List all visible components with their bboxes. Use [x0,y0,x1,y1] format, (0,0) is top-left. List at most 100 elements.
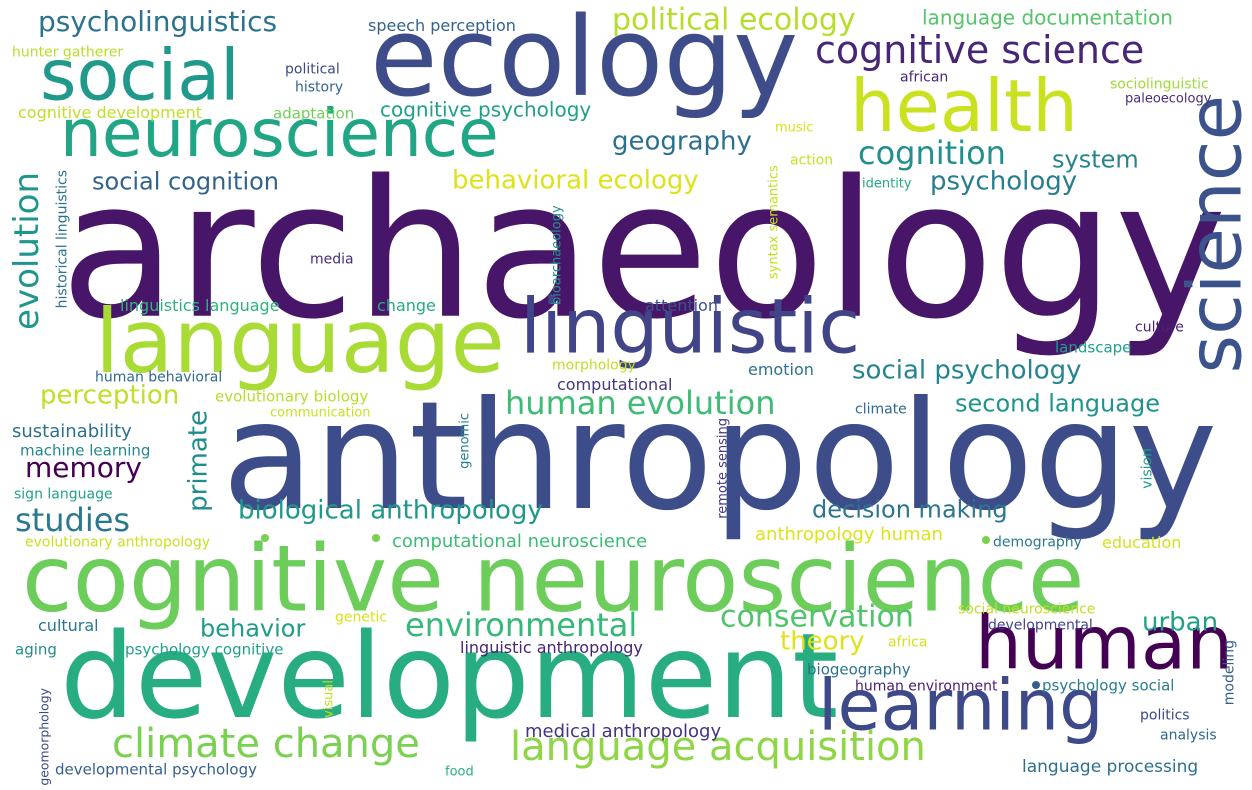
word-historical-linguistics: historical linguistics [54,170,70,308]
word-aging: aging [15,640,57,658]
word-sign-language: sign language [14,486,113,502]
word-biogeography: biogeography [807,660,911,678]
word-cultural: cultural [38,616,99,635]
word-decision-making: decision making [812,496,1008,524]
word-behavioral-ecology: behavioral ecology [452,165,699,195]
word-cognition: cognition [858,134,1006,172]
decorative-dot [261,534,269,542]
word-genetic: genetic [335,609,387,625]
word-ecology: ecology [370,0,798,121]
word-africa: africa [888,634,927,650]
word-sociolinguistic: sociolinguistic [1110,76,1209,92]
word-education: education [1102,533,1181,552]
word-landscape: landscape [1055,338,1131,356]
word-psychology-social: psychology social [1042,676,1174,694]
word-syntax-semantics: syntax semantics [767,165,782,279]
word-politics: politics [1140,707,1190,723]
word-vision: vision [1139,448,1155,489]
word-memory: memory [25,451,142,484]
word-geomorphology: geomorphology [37,688,52,786]
word-emotion: emotion [748,360,814,379]
word-evolution: evolution [7,172,47,330]
word-genomic: genomic [458,413,473,469]
word-remote-sensing: remote sensing [716,418,731,519]
word-paleoecology: paleoecology [1125,92,1212,107]
word-cognitive-development: cognitive development [18,103,202,122]
word-music: music [775,121,813,136]
word-psycholinguistics: psycholinguistics [38,5,277,38]
word-social-neuroscience: social neuroscience [958,601,1095,617]
word-cognitive-science: cognitive science [815,28,1144,72]
word-primate: primate [183,410,213,512]
word-language-acquisition: language acquisition [510,724,926,770]
word-perception: perception [40,380,179,410]
word-visual: visual [322,680,337,718]
word-second-language: second language [955,390,1160,418]
word-demography: demography [993,534,1082,550]
word-geography: geography [612,126,752,156]
decorative-dot [982,536,990,544]
word-language: language [95,290,505,393]
word-evolutionary-anthropology: evolutionary anthropology [25,534,210,550]
word-evolutionary-biology: evolutionary biology [215,387,368,405]
word-health: health [850,64,1078,148]
word-psychology-cognitive: psychology cognitive [125,640,283,658]
word-science: science [1173,95,1252,373]
word-urban: urban [1142,607,1218,637]
word-environmental: environmental [405,606,637,644]
word-theory: theory [780,626,865,656]
word-action: action [790,152,833,168]
word-identity: identity [862,177,912,192]
word-social-psychology: social psychology [852,355,1082,385]
word-developmental-psychology: developmental psychology [55,760,257,778]
word-hunter-gatherer: hunter gatherer [12,44,123,60]
word-medical-anthropology: medical anthropology [525,721,721,742]
word-cognitive-neuroscience: cognitive neuroscience [22,525,1085,632]
word-biological-anthropology: biological anthropology [238,495,543,525]
word-political-ecology: political ecology [612,3,856,38]
word-african: african [900,69,948,85]
word-media: media [310,251,354,267]
word-development: development [60,607,838,745]
word-speech-perception: speech perception [368,16,516,35]
word-computational-neuroscience: computational neuroscience [392,531,647,552]
word-anthropology-human: anthropology human [755,524,943,545]
word-adaptation: adaptation [273,104,354,122]
word-food: food [445,765,474,780]
word-change: change [377,296,436,315]
word-behavior: behavior [200,615,305,643]
word-political: political [285,61,340,77]
word-morphology: morphology [552,357,636,373]
word-language-documentation: language documentation [922,5,1173,29]
word-human-evolution: human evolution [505,384,775,422]
word-language-processing: language processing [1022,757,1198,777]
word-studies: studies [15,501,130,539]
word-analysis: analysis [1160,727,1217,743]
word-sustainability: sustainability [12,421,132,442]
word-human-behavioral: human behavioral [95,369,222,385]
word-linguistics-language: linguistics language [120,296,280,315]
word-social: social [40,34,240,116]
decorative-dot [1032,681,1040,689]
word-communication: communication [270,406,371,421]
word-climate-change: climate change [112,721,420,767]
word-climate: climate [855,401,907,417]
word-developmental: developmental [988,617,1093,633]
word-psychology: psychology [930,166,1077,196]
word-linguistic-anthropology: linguistic anthropology [460,638,643,657]
word-neuroscience: neuroscience [60,95,499,172]
word-human: human [975,601,1233,687]
word-machine-learning: machine learning [20,441,150,459]
word-computational: computational [557,375,672,394]
word-culture: culture [1135,319,1184,335]
word-cognitive-psychology: cognitive psychology [380,97,591,121]
word-modeling: modeling [1221,640,1237,705]
word-archaeology: archaeology [60,140,1227,361]
word-linguistic: linguistic [520,281,860,370]
word-human-environment: human environment [855,678,998,694]
word-anthropology: anthropology [222,370,1217,544]
word-bioarchaeology: bioarchaeology [550,205,565,305]
word-conservation: conservation [720,600,914,635]
decorative-dot [372,534,380,542]
